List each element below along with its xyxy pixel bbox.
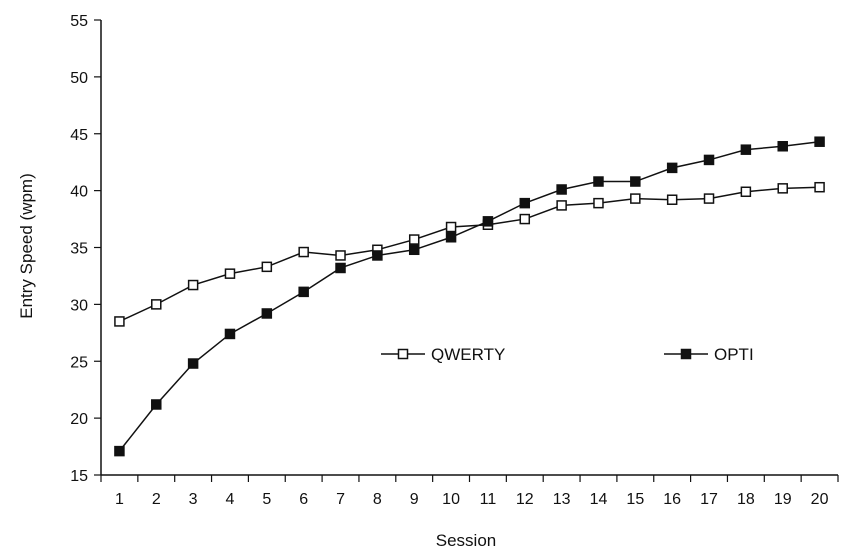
data-point (594, 199, 603, 208)
series-opti (115, 137, 824, 455)
data-point (741, 187, 750, 196)
x-tick-label: 3 (189, 491, 198, 508)
data-point (557, 201, 566, 210)
data-point (410, 235, 419, 244)
x-tick-label: 2 (152, 491, 161, 508)
legend-label: QWERTY (431, 345, 505, 364)
x-tick-label: 14 (590, 491, 608, 508)
x-tick-label: 12 (516, 491, 534, 508)
y-tick-label: 35 (70, 241, 88, 258)
x-tick-label: 19 (774, 491, 792, 508)
data-point (447, 233, 456, 242)
x-tick-label: 20 (811, 491, 829, 508)
data-point (705, 155, 714, 164)
data-point (483, 217, 492, 226)
data-point (815, 137, 824, 146)
data-point (115, 447, 124, 456)
x-tick-label: 7 (336, 491, 345, 508)
legend-marker (682, 350, 691, 359)
data-point (778, 184, 787, 193)
data-point (741, 145, 750, 154)
data-point (189, 359, 198, 368)
x-tick-label: 17 (700, 491, 718, 508)
legend-item-opti: OPTI (664, 345, 754, 364)
x-tick-label: 1 (115, 491, 124, 508)
x-tick-label: 6 (299, 491, 308, 508)
data-point (631, 177, 640, 186)
series-qwerty (115, 183, 824, 326)
data-point (557, 185, 566, 194)
data-point (225, 329, 234, 338)
data-point (115, 317, 124, 326)
x-tick-label: 16 (663, 491, 681, 508)
x-tick-label: 9 (410, 491, 419, 508)
y-axis-title: Entry Speed (wpm) (17, 173, 36, 319)
x-axis-title: Session (436, 531, 496, 550)
data-point (520, 199, 529, 208)
data-point (262, 262, 271, 271)
x-tick-label: 11 (480, 491, 497, 508)
x-tick-label: 4 (226, 491, 235, 508)
y-tick-label: 40 (70, 184, 88, 201)
data-point (594, 177, 603, 186)
data-point (299, 248, 308, 257)
data-point (778, 142, 787, 151)
legend-label: OPTI (714, 345, 754, 364)
series-line (119, 187, 819, 321)
y-tick-label: 20 (70, 411, 88, 428)
y-tick-label: 15 (70, 468, 88, 485)
data-point (447, 223, 456, 232)
data-point (520, 215, 529, 224)
x-tick-label: 10 (442, 491, 460, 508)
data-point (152, 400, 161, 409)
data-point (336, 263, 345, 272)
data-point (668, 163, 677, 172)
data-point (410, 245, 419, 254)
data-point (668, 195, 677, 204)
legend-item-qwerty: QWERTY (381, 345, 505, 364)
data-point (336, 251, 345, 260)
legend-marker (399, 350, 408, 359)
data-point (815, 183, 824, 192)
series-line (119, 142, 819, 451)
y-tick-label: 50 (70, 70, 88, 87)
data-point (373, 251, 382, 260)
x-tick-label: 8 (373, 491, 382, 508)
data-point (299, 287, 308, 296)
data-point (262, 309, 271, 318)
data-point (152, 300, 161, 309)
y-tick-label: 45 (70, 127, 88, 144)
y-tick-label: 55 (70, 13, 88, 30)
x-tick-label: 15 (626, 491, 644, 508)
y-tick-label: 30 (70, 297, 88, 314)
x-tick-label: 13 (553, 491, 571, 508)
x-tick-label: 18 (737, 491, 755, 508)
x-tick-label: 5 (262, 491, 271, 508)
data-point (631, 194, 640, 203)
data-point (225, 269, 234, 278)
y-tick-label: 25 (70, 354, 88, 371)
data-point (189, 281, 198, 290)
data-point (705, 194, 714, 203)
